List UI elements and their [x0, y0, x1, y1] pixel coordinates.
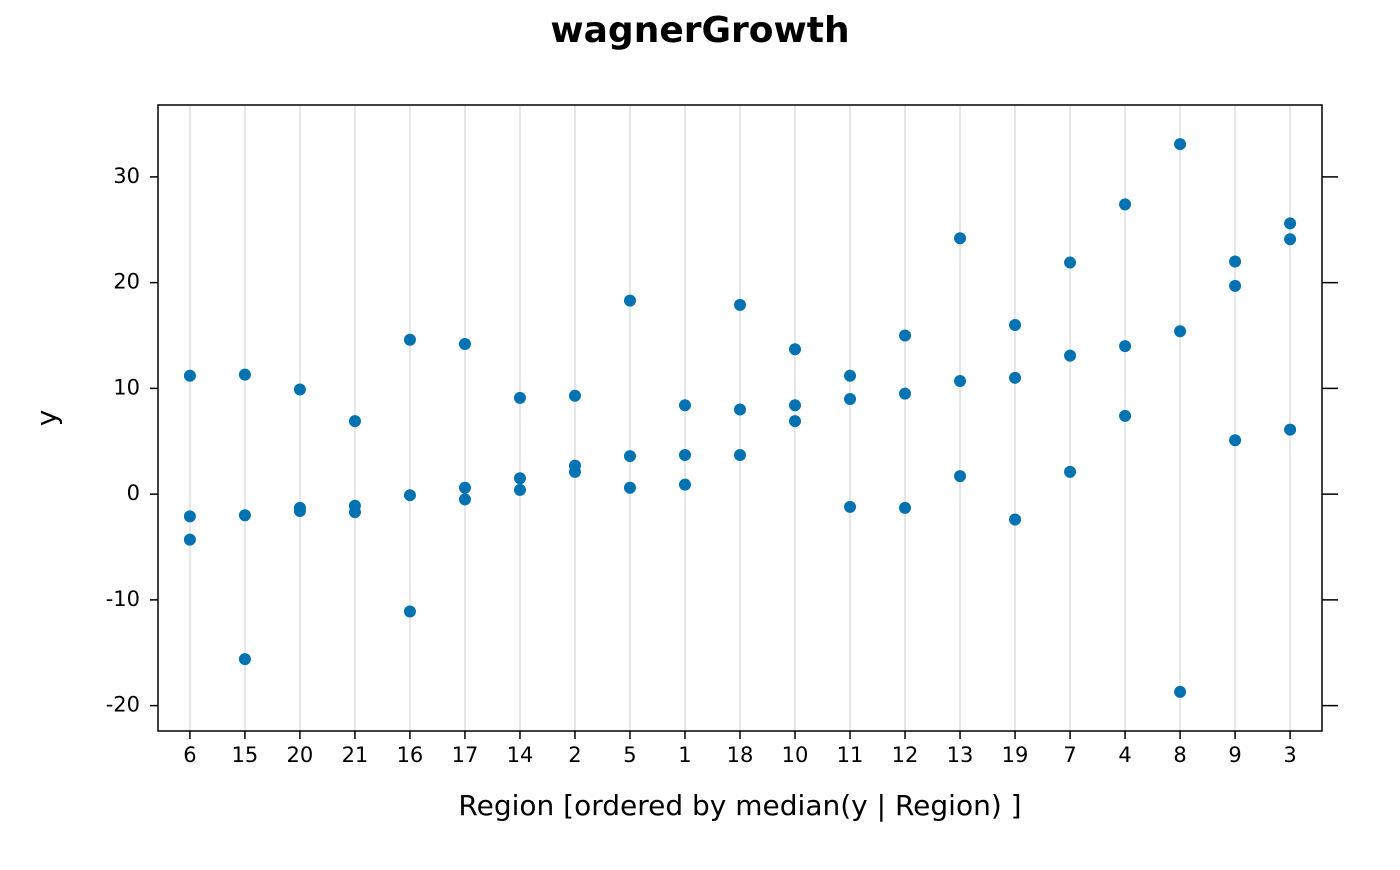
point — [1119, 340, 1132, 353]
x-tick-label: 21 — [342, 743, 369, 767]
point — [623, 450, 636, 463]
point — [348, 506, 361, 519]
point — [899, 501, 912, 514]
point — [1174, 325, 1187, 338]
point — [1064, 349, 1077, 362]
x-tick-label: 8 — [1173, 743, 1186, 767]
x-tick-label: 18 — [727, 743, 754, 767]
point — [734, 449, 746, 462]
x-tick-label: 12 — [892, 743, 919, 767]
point — [458, 481, 471, 494]
x-tick-label: 1 — [678, 743, 691, 767]
point — [183, 533, 196, 546]
chart-title: wagnerGrowth — [550, 10, 849, 51]
point — [844, 369, 857, 382]
point — [513, 391, 526, 404]
x-tick-label: 15 — [232, 743, 259, 767]
point — [568, 389, 581, 402]
x-tick-label: 4 — [1118, 743, 1131, 767]
point — [789, 343, 802, 356]
point — [1174, 138, 1187, 151]
point — [1229, 279, 1242, 292]
x-tick-label: 20 — [287, 743, 314, 767]
point — [293, 383, 306, 396]
point — [1229, 255, 1242, 268]
x-tick-label: 2 — [568, 743, 581, 767]
point — [1064, 465, 1077, 478]
point — [678, 449, 691, 462]
point — [513, 483, 526, 496]
point — [789, 415, 802, 428]
x-tick-label: 10 — [782, 743, 809, 767]
y-tick-label: -10 — [106, 587, 140, 611]
y-tick-label: 30 — [113, 164, 140, 188]
y-axis-label: y — [30, 410, 63, 427]
point — [1119, 198, 1132, 211]
point — [844, 500, 857, 513]
point — [183, 369, 196, 382]
point — [348, 415, 361, 428]
point — [678, 478, 691, 491]
point — [458, 337, 471, 350]
x-tick-label: 19 — [1002, 743, 1029, 767]
point — [403, 605, 416, 618]
point — [734, 403, 746, 416]
point — [1119, 409, 1132, 422]
point — [623, 294, 636, 307]
point — [899, 387, 912, 400]
point — [238, 509, 251, 522]
x-tick-label: 7 — [1063, 743, 1076, 767]
point — [1064, 256, 1077, 269]
x-tick-label: 11 — [837, 743, 864, 767]
point — [183, 510, 196, 523]
point — [734, 298, 746, 311]
point — [1009, 513, 1022, 526]
point — [623, 481, 636, 494]
point — [293, 505, 306, 518]
point — [844, 392, 857, 405]
point — [513, 472, 526, 485]
point — [678, 399, 691, 412]
x-tick-label: 13 — [947, 743, 974, 767]
x-tick-label: 14 — [507, 743, 534, 767]
point — [899, 329, 912, 342]
point — [954, 232, 967, 245]
point — [1284, 423, 1297, 436]
plot-frame — [157, 104, 1323, 732]
point — [1229, 434, 1242, 447]
point — [954, 374, 967, 387]
point — [1284, 217, 1297, 230]
point — [1009, 318, 1022, 331]
point — [238, 368, 251, 381]
y-tick-label: 20 — [113, 270, 140, 294]
point — [1009, 371, 1022, 384]
y-tick-label: 10 — [113, 375, 140, 399]
x-tick-label: 3 — [1283, 743, 1296, 767]
y-tick-label: 0 — [127, 481, 140, 505]
x-tick-label: 9 — [1228, 743, 1241, 767]
x-tick-label: 5 — [623, 743, 636, 767]
point — [1174, 685, 1187, 698]
x-tick-label: 17 — [452, 743, 479, 767]
point — [568, 465, 581, 478]
point — [954, 470, 967, 483]
point — [403, 489, 416, 502]
point — [1284, 233, 1297, 246]
y-tick-label: -20 — [106, 693, 140, 717]
point — [458, 493, 471, 506]
x-axis-label: Region [ordered by median(y | Region) ] — [458, 789, 1021, 822]
x-tick-label: 16 — [397, 743, 424, 767]
point — [403, 333, 416, 346]
x-tick-label: 6 — [183, 743, 196, 767]
point — [789, 399, 802, 412]
point — [238, 653, 251, 666]
